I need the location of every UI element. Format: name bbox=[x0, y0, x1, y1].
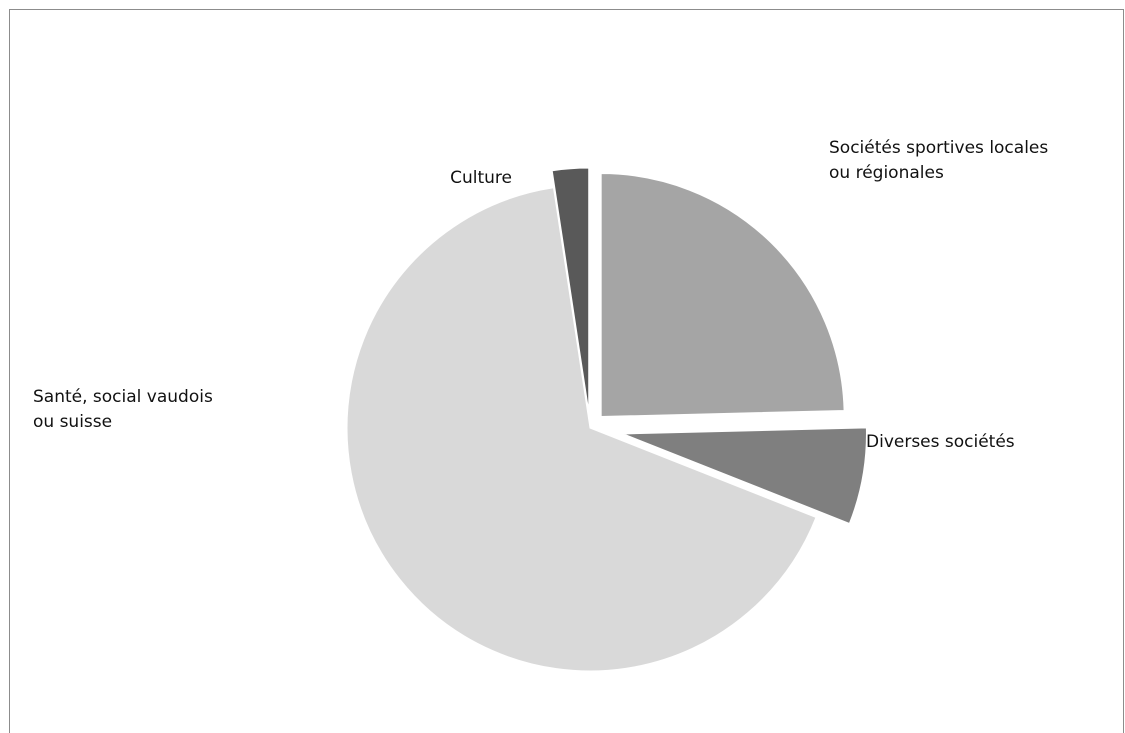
pie-labels: Sociétés sportives locales ou régionales D… bbox=[33, 138, 1048, 452]
slice-label-line: Diverses sociétés bbox=[866, 432, 1015, 452]
pie-slice-0 bbox=[600, 173, 845, 418]
slice-label-2: Santé, social vaudois ou suisse bbox=[33, 387, 213, 432]
slice-label-line: ou suisse bbox=[33, 412, 112, 432]
slice-label-line: ou régionales bbox=[829, 163, 944, 183]
pie-slice-1 bbox=[623, 427, 867, 525]
pie-slice-3 bbox=[551, 167, 590, 412]
slice-label-3: Culture bbox=[450, 168, 512, 188]
slice-label-0: Sociétés sportives locales ou régionales bbox=[829, 138, 1048, 183]
slice-label-line: Culture bbox=[450, 168, 512, 188]
slice-label-1: Diverses sociétés bbox=[866, 432, 1015, 452]
pie-slices bbox=[346, 167, 867, 672]
slice-label-line: Sociétés sportives locales bbox=[829, 138, 1048, 158]
pie-slice-2 bbox=[346, 187, 817, 672]
slice-label-line: Santé, social vaudois bbox=[33, 387, 213, 407]
